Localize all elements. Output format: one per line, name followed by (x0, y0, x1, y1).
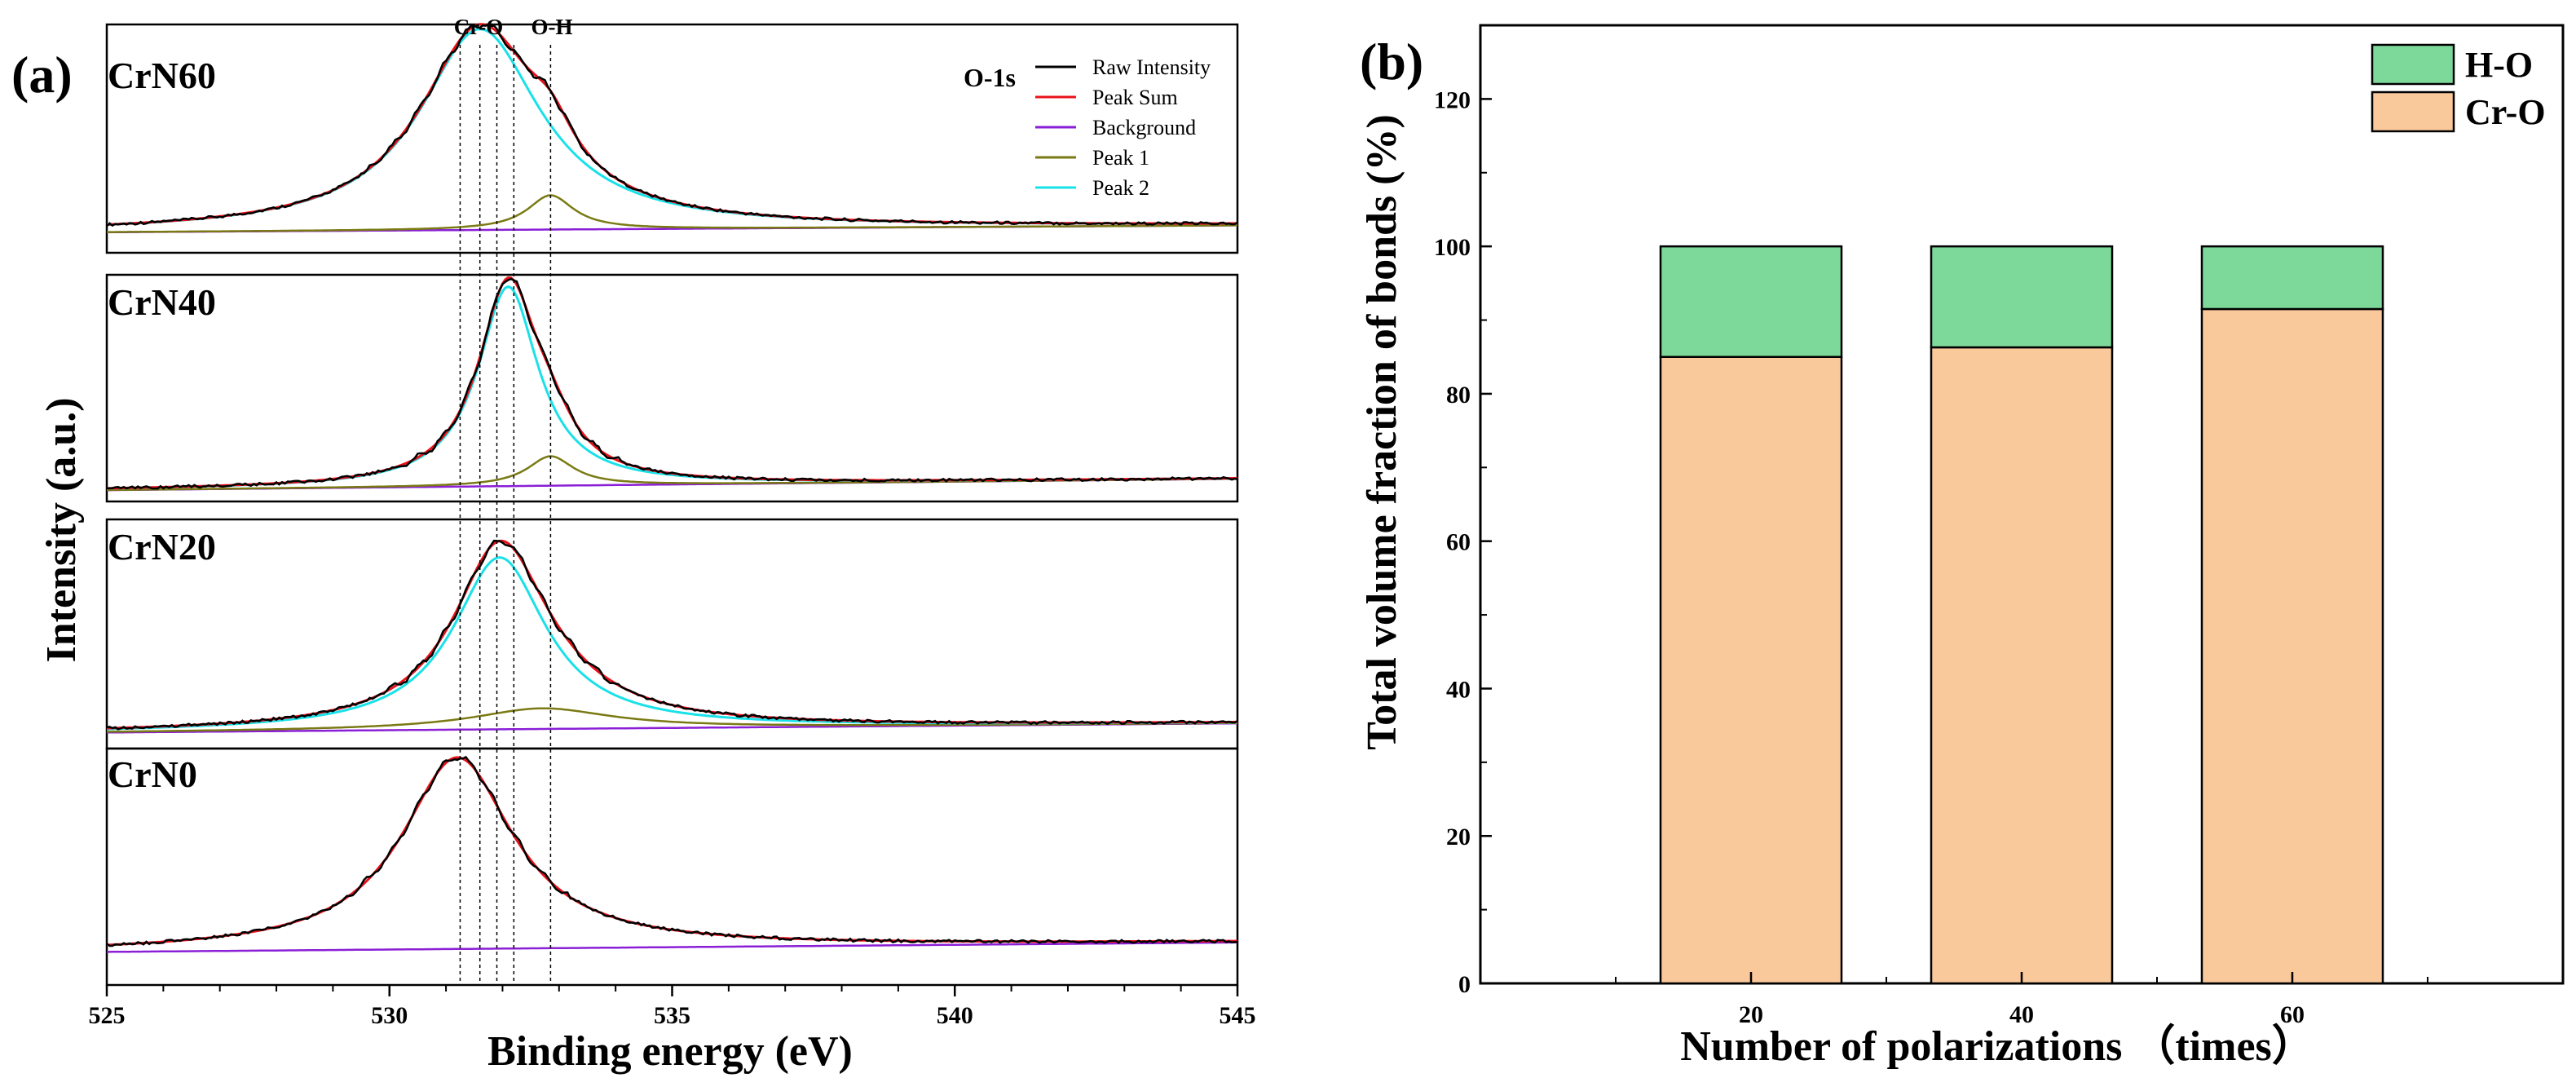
subpanel-crn0 (105, 747, 1239, 987)
axes-b: 20 40 60 0 20 40 60 80 100 120 (1434, 86, 2428, 1028)
panel-b-bond-fraction: (b) 20 40 60 0 20 40 60 80 100 120 H-O Cr-O Numbe… (1359, 24, 2565, 1070)
legend-a-label-raw: Raw Intensity (1092, 55, 1211, 79)
legend-b-swatch-cr-o (2371, 91, 2455, 133)
legend-a-label-bg: Background (1092, 116, 1196, 139)
x-axis-title-a: Binding energy (eV) (487, 1028, 853, 1075)
y-tick-label: 120 (1434, 86, 1471, 113)
ref-label-o-h: O-H (532, 15, 573, 39)
bars-b (1659, 245, 2384, 985)
series-raw-intensity (106, 277, 1238, 490)
subpanel-frame (105, 23, 1239, 254)
x-tick-label: 60 (2280, 1001, 2305, 1028)
x-axis-a: 525 530 535 540 545 (89, 985, 1256, 1029)
ref-label-cr-o: Cr-O (454, 15, 503, 39)
legend-b-swatch-h-o (2371, 43, 2455, 86)
subpanel-frame (105, 518, 1239, 750)
y-tick-label: 0 (1458, 971, 1471, 998)
series-peak-2 (106, 285, 1237, 490)
legend-b: H-O Cr-O (2371, 43, 2546, 133)
series-raw-intensity (106, 23, 1238, 227)
y-axis-title-a: Intensity (a.u.) (38, 397, 85, 662)
panel-a-label: (a) (11, 46, 73, 104)
bar-h-o-60 (2200, 245, 2384, 311)
bar-cr-o-60 (2200, 307, 2384, 985)
legend-a-label-p1: Peak 1 (1092, 146, 1149, 170)
subpanel-crn20 (105, 518, 1239, 750)
x-tick-label: 535 (654, 1002, 690, 1029)
series-raw-intensity (106, 539, 1238, 731)
subpanel-frame (105, 273, 1239, 503)
subpanel-label-crn20: CrN20 (108, 526, 216, 568)
legend-b-label-cr-o: Cr-O (2465, 92, 2546, 132)
spectrum-label: O-1s (964, 63, 1016, 92)
legend-b-label-h-o: H-O (2465, 45, 2533, 85)
x-tick-label: 530 (371, 1002, 408, 1029)
series-background (107, 941, 1237, 953)
series-peak-sum (106, 539, 1237, 730)
panel-a-xps-spectra: (a) CrN60 CrN40 CrN20 CrN0 Cr-O O-H O-1s… (11, 15, 1256, 1075)
panel-b-label: (b) (1360, 33, 1423, 91)
series-peak-sum (107, 276, 1237, 490)
x-tick-label: 40 (2009, 1001, 2034, 1028)
y-tick-label: 40 (1446, 676, 1471, 703)
reference-lines (459, 45, 552, 985)
y-tick-label: 20 (1446, 824, 1471, 850)
x-tick-label: 540 (937, 1002, 973, 1029)
series-peak-sum (106, 23, 1237, 226)
x-axis-title-b: Number of polarizations （times） (1680, 1023, 2314, 1070)
subpanel-crn40 (105, 273, 1239, 503)
legend-a-label-p2: Peak 2 (1092, 176, 1149, 200)
series-peak-1 (107, 194, 1237, 233)
bar-h-o-20 (1659, 245, 1843, 358)
bar-cr-o-20 (1659, 356, 1843, 985)
legend-a-label-sum: Peak Sum (1092, 86, 1178, 109)
series-peak-2 (106, 556, 1237, 731)
y-axis-title-b: Total volume fraction of bonds (%) (1359, 114, 1405, 750)
subpanel-label-crn60: CrN60 (108, 55, 216, 96)
series-raw-intensity (106, 755, 1238, 947)
y-tick-label: 60 (1446, 529, 1471, 556)
bar-cr-o-40 (1930, 346, 2114, 985)
subpanel-label-crn0: CrN0 (108, 753, 197, 795)
subpanel-label-crn40: CrN40 (108, 281, 216, 323)
y-tick-label: 100 (1434, 234, 1471, 261)
series-peak-sum (106, 756, 1238, 947)
bar-h-o-40 (1930, 245, 2114, 349)
x-tick-label: 545 (1220, 1002, 1256, 1029)
x-tick-label: 525 (89, 1002, 126, 1029)
legend-a: Raw Intensity Peak Sum Background Peak 1… (1035, 55, 1211, 200)
x-tick-label: 20 (1739, 1001, 1763, 1028)
y-tick-label: 80 (1446, 382, 1471, 409)
subpanel-crn60 (105, 23, 1239, 254)
